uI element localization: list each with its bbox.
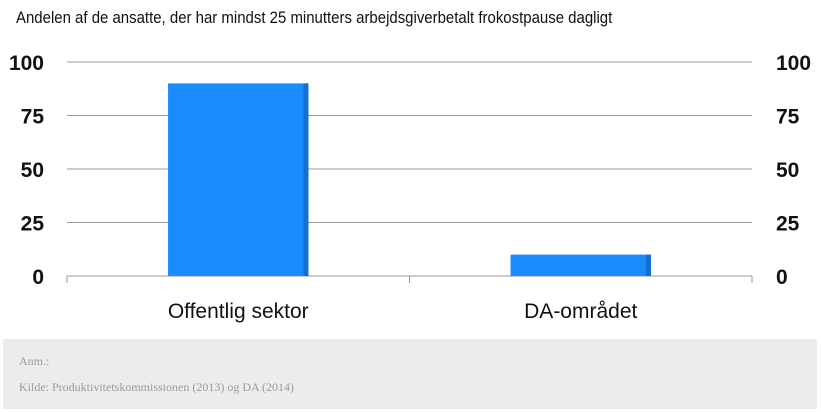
y-tick-label-right: 25 bbox=[776, 213, 800, 236]
bar-shade bbox=[645, 254, 651, 276]
x-category-label: DA-området bbox=[524, 300, 637, 323]
y-tick-label-left: 50 bbox=[21, 159, 44, 182]
bar bbox=[168, 83, 309, 277]
x-category-label: Offentlig sektor bbox=[168, 300, 309, 323]
chart-footer: Anm.: Kilde: Produktivitetskommissionen … bbox=[3, 339, 817, 409]
chart-title: Andelen af de ansatte, der har mindst 25… bbox=[16, 8, 613, 27]
bar-chart: 100 100 75 75 50 50 25 25 0 0 Offentlig sektor DA-o… bbox=[9, 52, 811, 323]
y-tick-label-left: 75 bbox=[21, 106, 45, 129]
y-tick-label-right: 50 bbox=[776, 159, 799, 182]
y-tick-label-left: 0 bbox=[32, 266, 44, 289]
y-tick-label-left: 100 bbox=[9, 52, 44, 75]
footer-note: Anm.: bbox=[19, 354, 50, 368]
y-tick-label-right: 100 bbox=[776, 52, 811, 75]
bar bbox=[510, 254, 651, 276]
y-tick-label-right: 0 bbox=[776, 266, 788, 289]
y-tick-label-right: 75 bbox=[776, 106, 800, 129]
y-tick-label-left: 25 bbox=[21, 213, 45, 236]
footer-source: Kilde: Produktivitetskommissionen (2013)… bbox=[19, 380, 294, 394]
bar-shade bbox=[303, 83, 309, 277]
